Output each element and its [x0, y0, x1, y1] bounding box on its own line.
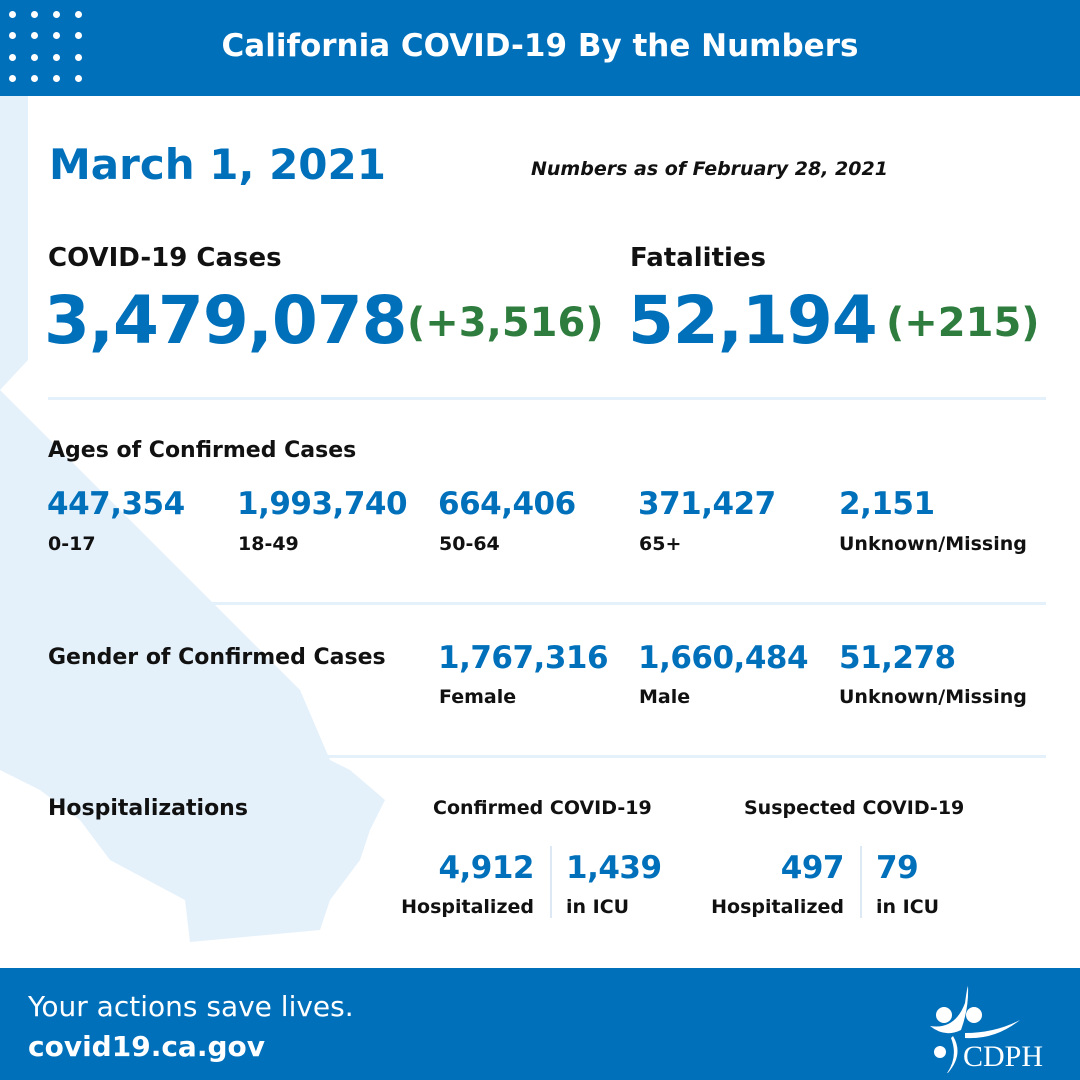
gender-value: 1,660,484	[638, 640, 809, 676]
gender-value: 51,278	[839, 640, 956, 676]
cdph-logo-text: CDPH	[963, 1040, 1043, 1073]
suspected-icu-value: 79	[876, 850, 919, 886]
divider	[860, 846, 862, 918]
cases-total: 3,479,078	[44, 282, 408, 359]
cases-change: (+3,516)	[407, 300, 604, 346]
report-date: March 1, 2021	[49, 140, 386, 189]
age-value: 1,993,740	[237, 486, 408, 522]
age-label: 65+	[639, 533, 682, 555]
divider	[48, 755, 1046, 758]
gender-label: Female	[439, 686, 517, 708]
age-label: Unknown/Missing	[839, 533, 1027, 555]
age-value: 664,406	[438, 486, 576, 522]
divider	[48, 602, 1046, 605]
california-map-background	[0, 96, 385, 942]
gender-label: Unknown/Missing	[839, 686, 1027, 708]
suspected-hospitalized-value: 497	[780, 850, 845, 886]
fatalities-label: Fatalities	[630, 243, 767, 273]
age-label: 18-49	[238, 533, 299, 555]
cases-label: COVID-19 Cases	[48, 243, 282, 273]
cdph-logo: CDPH	[930, 986, 1043, 1073]
gender-value: 1,767,316	[438, 640, 609, 676]
age-value: 2,151	[839, 486, 935, 522]
divider	[48, 397, 1046, 400]
age-label: 50-64	[439, 533, 500, 555]
confirmed-icu-label: in ICU	[566, 896, 630, 918]
age-label: 0-17	[48, 533, 96, 555]
hospitalizations-title: Hospitalizations	[48, 796, 248, 821]
confirmed-hospitalized-label: Hospitalized	[401, 896, 534, 918]
suspected-icu-label: in ICU	[876, 896, 940, 918]
fatalities-change: (+215)	[886, 300, 1040, 346]
as-of-date: Numbers as of February 28, 2021	[531, 158, 888, 180]
suspected-hospitalized-label: Hospitalized	[711, 896, 844, 918]
suspected-title: Suspected COVID-19	[744, 797, 965, 819]
fatalities-total: 52,194	[628, 282, 878, 359]
confirmed-title: Confirmed COVID-19	[433, 797, 652, 819]
gender-label: Male	[639, 686, 691, 708]
confirmed-icu-value: 1,439	[566, 850, 662, 886]
divider	[550, 846, 552, 918]
footer: Your actions save lives. covid19.ca.gov …	[0, 968, 1080, 1080]
ages-title: Ages of Confirmed Cases	[48, 438, 357, 463]
website-link[interactable]: covid19.ca.gov	[28, 1030, 265, 1063]
age-value: 447,354	[47, 486, 185, 522]
page-title: California COVID-19 By the Numbers	[221, 28, 859, 64]
confirmed-hospitalized-value: 4,912	[438, 850, 534, 886]
gender-title: Gender of Confirmed Cases	[48, 645, 386, 670]
tagline: Your actions save lives.	[28, 990, 354, 1023]
age-value: 371,427	[638, 486, 776, 522]
header-banner: California COVID-19 By the Numbers	[0, 0, 1080, 96]
